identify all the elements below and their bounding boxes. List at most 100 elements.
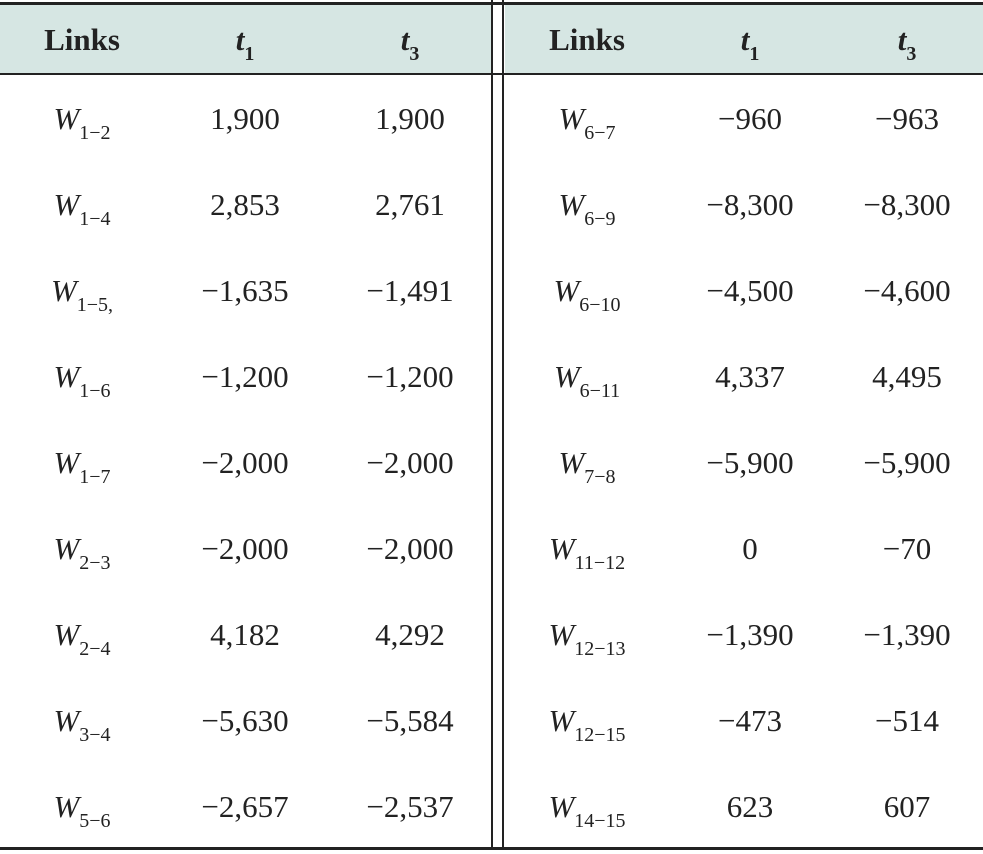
table-cell: W12−15 xyxy=(507,701,667,746)
table-cell: W1−6 xyxy=(2,357,162,402)
table-cell: W2−3 xyxy=(2,529,162,574)
subscript: 14−15 xyxy=(574,810,626,832)
subscript: 1−2 xyxy=(79,122,111,144)
symbol: W xyxy=(53,101,80,136)
table-cell: −5,584 xyxy=(366,703,454,738)
table-cell: −8,300 xyxy=(863,187,951,222)
table-cell: −5,900 xyxy=(863,445,951,480)
subscript: 2−4 xyxy=(79,638,111,660)
table-cell: −2,537 xyxy=(366,789,454,824)
symbol: W xyxy=(548,617,575,652)
header-cell: Links xyxy=(549,22,625,57)
symbol: W xyxy=(558,101,585,136)
table-cell: W6−10 xyxy=(507,271,667,316)
table-cell: 2,761 xyxy=(375,187,445,222)
symbol: W xyxy=(53,789,80,824)
symbol: W xyxy=(53,187,80,222)
symbol: W xyxy=(50,273,77,308)
table-cell: W6−11 xyxy=(507,357,667,402)
subscript: 3−4 xyxy=(79,724,111,746)
header-cell: t3 xyxy=(330,20,490,65)
symbol: W xyxy=(53,359,80,394)
subscript: 2−3 xyxy=(79,552,111,574)
table-cell: W1−4 xyxy=(2,185,162,230)
table-cell: −1,200 xyxy=(366,359,454,394)
subscript: 1 xyxy=(749,43,760,65)
symbol: W xyxy=(548,531,575,566)
symbol: W xyxy=(548,789,575,824)
table-cell: W1−7 xyxy=(2,443,162,488)
table-cell: W7−8 xyxy=(507,443,667,488)
table-cell: W3−4 xyxy=(2,701,162,746)
header-cell: t1 xyxy=(670,20,830,65)
table-cell: W12−13 xyxy=(507,615,667,660)
subscript: 3 xyxy=(906,43,917,65)
table-cell: −1,635 xyxy=(201,273,289,308)
table-cell: 4,182 xyxy=(210,617,280,652)
table-cell: −1,390 xyxy=(863,617,951,652)
subscript: 1−4 xyxy=(79,208,111,230)
subscript: 5−6 xyxy=(79,810,111,832)
symbol: t xyxy=(235,22,245,57)
table-cell: −473 xyxy=(718,703,782,738)
table-cell: W5−6 xyxy=(2,787,162,832)
subscript: 1−7 xyxy=(79,466,111,488)
table-cell: −1,200 xyxy=(201,359,289,394)
table-cell: −963 xyxy=(875,101,939,136)
subscript: 3 xyxy=(409,43,420,65)
table-cell: W1−5, xyxy=(2,271,162,316)
table-cell: 4,337 xyxy=(715,359,785,394)
table-cell: W1−2 xyxy=(2,99,162,144)
subscript: 11−12 xyxy=(574,552,626,574)
table-cell: 607 xyxy=(883,789,931,824)
header-cell: Links xyxy=(44,22,120,57)
symbol: W xyxy=(53,703,80,738)
header-background xyxy=(505,4,983,74)
symbol: W xyxy=(558,445,585,480)
symbol: W xyxy=(558,187,585,222)
symbol: W xyxy=(53,617,80,652)
table-cell: −2,000 xyxy=(366,445,454,480)
table-cell: −1,491 xyxy=(366,273,454,308)
symbol: t xyxy=(400,22,410,57)
table-cell: −5,630 xyxy=(201,703,289,738)
table-cell: 4,292 xyxy=(375,617,445,652)
header-background xyxy=(0,4,491,74)
table-cell: −2,000 xyxy=(201,445,289,480)
symbol: W xyxy=(553,359,580,394)
symbol: t xyxy=(897,22,907,57)
symbol: W xyxy=(53,445,80,480)
table-cell: 0 xyxy=(742,531,758,566)
subscript: 12−13 xyxy=(574,638,626,660)
divider xyxy=(491,0,493,850)
divider xyxy=(502,0,504,850)
table-cell: 623 xyxy=(726,789,774,824)
symbol: t xyxy=(740,22,750,57)
header-cell: t1 xyxy=(165,20,325,65)
subscript: 1−6 xyxy=(79,380,111,402)
symbol: W xyxy=(548,703,575,738)
table-cell: W6−9 xyxy=(507,185,667,230)
table-cell: 1,900 xyxy=(210,101,280,136)
subscript: 1−5, xyxy=(76,294,114,316)
symbol: W xyxy=(53,531,80,566)
table-cell: −2,657 xyxy=(201,789,289,824)
symbol: W xyxy=(553,273,580,308)
subscript: 6−10 xyxy=(579,294,621,316)
subscript: 7−8 xyxy=(584,466,616,488)
table-cell: W14−15 xyxy=(507,787,667,832)
table-cell: −960 xyxy=(718,101,782,136)
table-cell: −4,600 xyxy=(863,273,951,308)
subscript: 1 xyxy=(244,43,255,65)
table-cell: −8,300 xyxy=(706,187,794,222)
table-cell: −4,500 xyxy=(706,273,794,308)
table-cell: −2,000 xyxy=(366,531,454,566)
table-cell: −514 xyxy=(875,703,939,738)
header-cell: t3 xyxy=(827,20,983,65)
table-cell: 4,495 xyxy=(872,359,942,394)
subscript: 6−11 xyxy=(579,380,621,402)
subscript: 6−9 xyxy=(584,208,616,230)
table-cell: W2−4 xyxy=(2,615,162,660)
table-cell: −5,900 xyxy=(706,445,794,480)
